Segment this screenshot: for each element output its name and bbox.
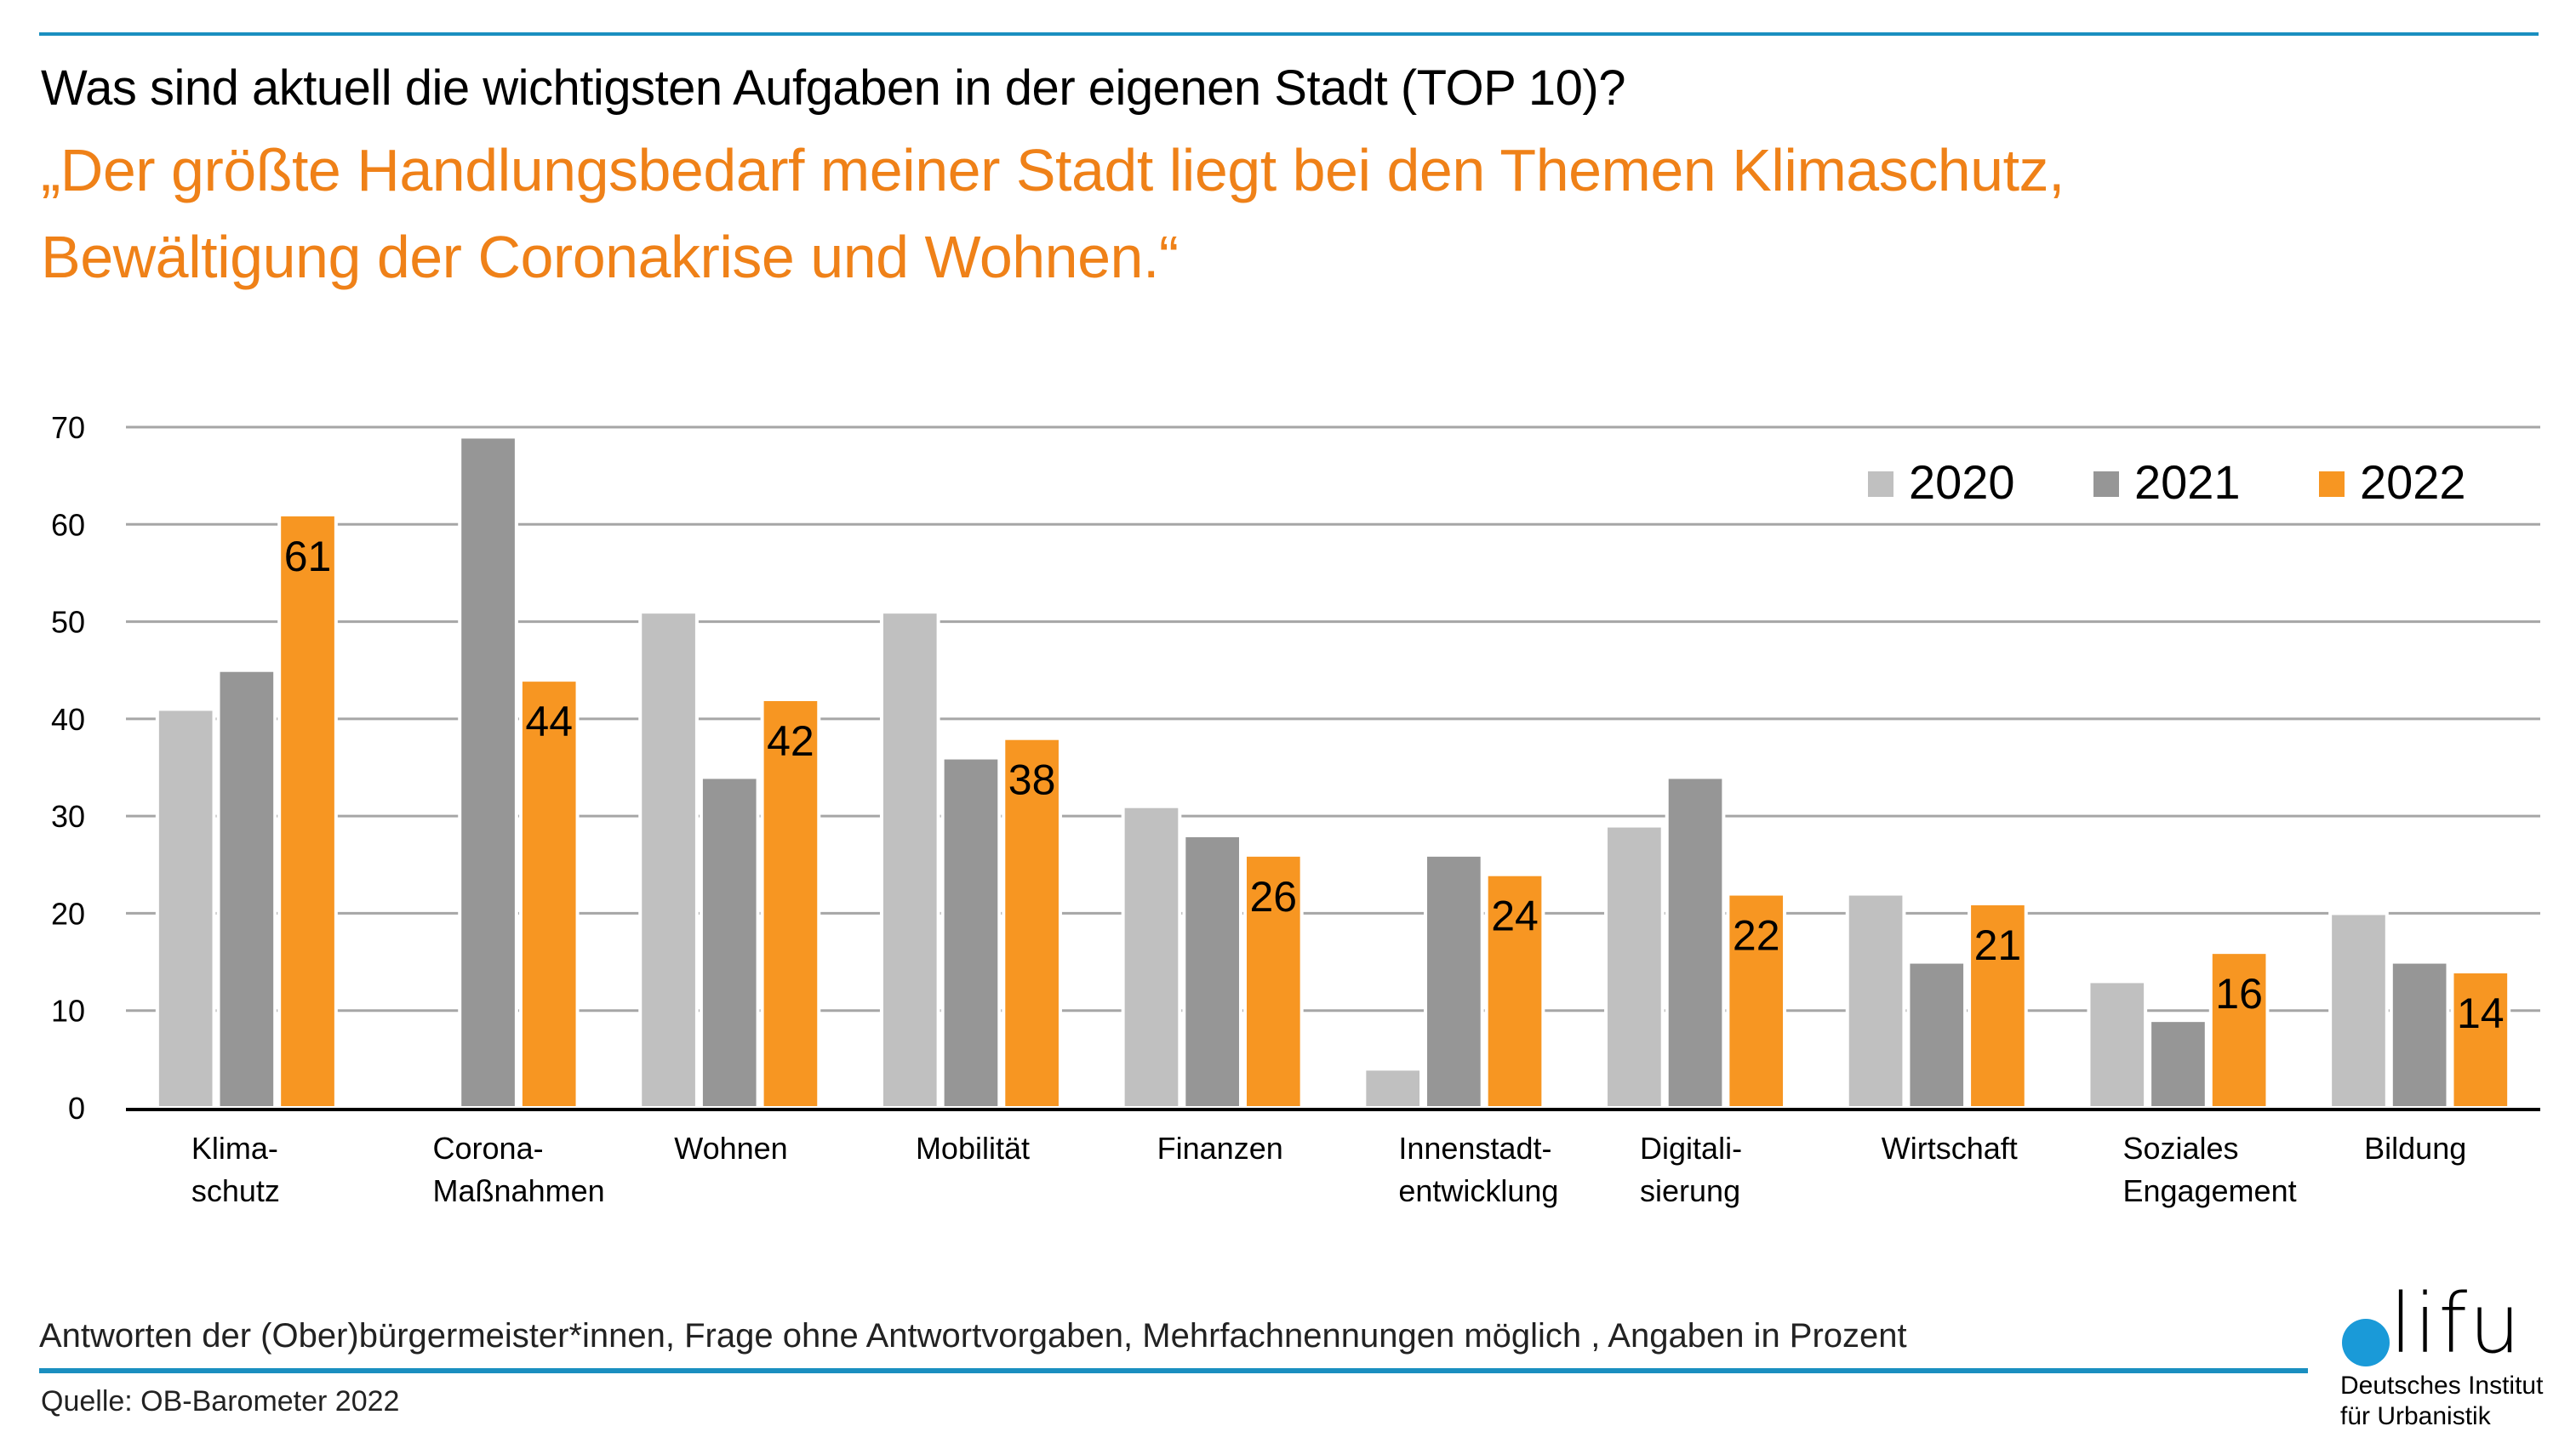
bar-2021 [216,668,277,1110]
bar-2021 [1906,960,1968,1110]
legend-swatch-2021 [2093,471,2119,497]
top-divider [39,32,2539,36]
y-tick-label: 70 [51,410,85,445]
legend: 2020 2021 2022 [1868,455,2466,509]
bar-2020 [1845,892,1906,1110]
y-tick-label: 10 [51,994,85,1029]
difu-logo: lifu Deutsches Institut für Urbanistik [2340,1276,2570,1446]
y-tick-label: 50 [51,605,85,640]
x-category-label: Bildung [2364,1131,2466,1166]
bar-2021 [1182,834,1242,1110]
legend-label-2020: 2020 [1909,455,2015,509]
bar-2022 [760,698,821,1110]
bar-2020 [2087,979,2148,1110]
headline-quote-line-1: „Der größte Handlungsbedarf meiner Stadt… [41,137,2065,203]
bar-2021 [699,775,760,1110]
y-tick-label: 40 [51,702,85,737]
bar-2020 [1121,804,1182,1110]
labels: 61 44 42 38 26 24 22 21 16 14 Klima-schutz Corona- M… [191,533,2505,1208]
x-category-label: Mobilität [916,1131,1030,1166]
x-category-label: Soziales [2122,1131,2238,1166]
bar-2020 [1604,824,1665,1110]
bar-2020 [879,610,940,1110]
x-category-label: Maßnahmen [433,1173,605,1208]
data-label-2022: 38 [1008,756,1056,804]
legend-swatch-2020 [1868,471,1893,497]
bar-2022 [1484,872,1545,1110]
data-label-2022: 26 [1250,873,1298,921]
data-label-2022: 61 [284,533,332,580]
logo-subtitle-line-2: für Urbanistik [2340,1402,2491,1430]
chart-question: Was sind aktuell die wichtigsten Aufgabe… [41,60,1625,116]
data-label-2022: 24 [1491,893,1539,940]
x-category-label: Klima- [191,1131,278,1166]
bars [155,435,2511,1110]
bar-2020 [155,707,216,1110]
bar-2021 [2389,960,2450,1110]
logo-dot-icon [2342,1319,2390,1366]
source-note: Quelle: OB-Barometer 2022 [41,1385,400,1418]
data-label-2022: 14 [2457,990,2505,1037]
data-label-2022: 22 [1733,912,1780,960]
x-category-label: Digitali- [1640,1131,1742,1166]
bar-2021 [1665,775,1726,1110]
legend-label-2022: 2022 [2360,455,2466,509]
data-label-2022: 16 [2215,970,2263,1018]
bar-2021 [2148,1018,2208,1110]
x-category-label: Wirtschaft [1882,1131,2018,1166]
bar-2020 [2328,911,2389,1110]
logo-wordmark: lifu [2390,1276,2522,1372]
x-category-label: Corona- [433,1131,544,1166]
y-tick-label: 60 [51,507,85,542]
footnote: Antworten der (Ober)bürgermeister*innen,… [39,1317,1907,1355]
x-category-label: sierung [1640,1173,1740,1208]
x-category-label: Wohnen [674,1131,787,1166]
bar-2022 [2208,950,2270,1110]
bottom-divider [39,1368,2308,1373]
logo-subtitle-line-1: Deutsches Institut [2340,1372,2544,1400]
data-label-2022: 21 [1974,921,2022,969]
x-category-label: schutz [191,1173,280,1208]
y-tick-label: 0 [68,1091,85,1126]
y-tick-label: 20 [51,896,85,931]
x-category-label: Innenstadt- [1398,1131,1551,1166]
bar-chart: 0 10 20 30 40 50 60 70 61 44 42 38 26 24 22 21 16 14 Klim… [51,410,2540,1208]
axes: 0 10 20 30 40 50 60 70 [51,410,2540,1126]
data-label-2022: 42 [767,717,814,765]
bar-2022 [1002,736,1062,1110]
bar-2020 [1362,1067,1424,1110]
bar-2022 [277,512,338,1110]
bar-2020 [638,610,699,1110]
bar-2021 [940,756,1002,1110]
legend-swatch-2022 [2319,471,2345,497]
legend-label-2021: 2021 [2134,455,2241,509]
x-category-label: entwicklung [1398,1173,1558,1208]
bar-2021 [1424,853,1484,1110]
bar-2022 [1968,902,2028,1110]
data-label-2022: 44 [525,698,573,745]
headline-quote-line-2: Bewältigung der Coronakrise und Wohnen.“ [41,224,1179,290]
bar-2021 [458,435,518,1110]
x-category-label: Finanzen [1157,1131,1283,1166]
bar-2022 [1726,892,1787,1110]
x-category-label: Engagement [2122,1173,2296,1208]
y-tick-label: 30 [51,799,85,834]
